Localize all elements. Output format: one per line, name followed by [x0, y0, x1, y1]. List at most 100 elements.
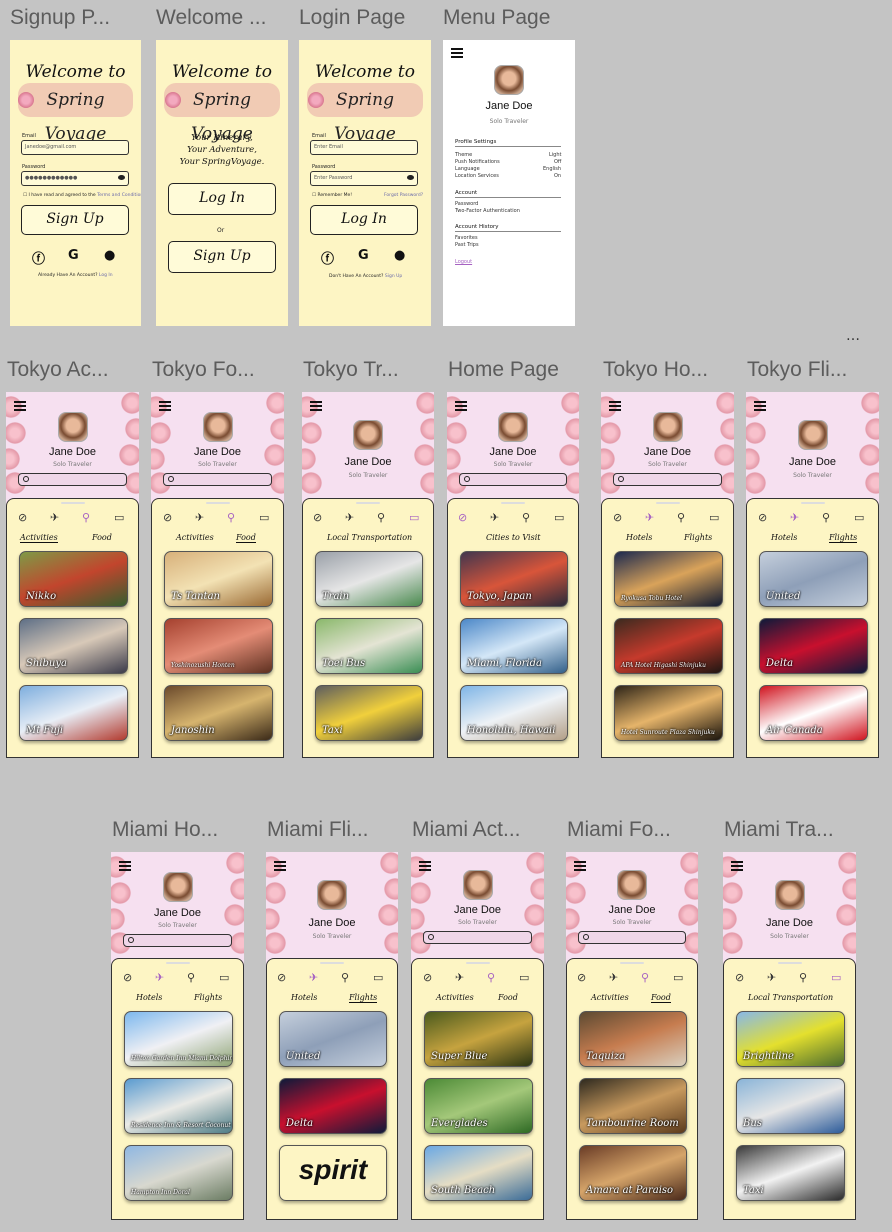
plane-icon[interactable]: ✈ [195, 511, 205, 524]
hamburger-icon[interactable] [419, 861, 431, 873]
past-trips-item[interactable]: Past Trips [455, 242, 479, 248]
bus-icon[interactable]: ▭ [114, 511, 125, 524]
plane-icon[interactable]: ✈ [345, 511, 355, 524]
tab-local-transportation[interactable]: Local Transportation [327, 533, 413, 542]
bus-icon[interactable]: ▭ [219, 971, 230, 984]
search-input[interactable] [423, 931, 532, 944]
tab-hotels[interactable]: Hotels [771, 533, 798, 542]
hamburger-icon[interactable] [609, 401, 621, 413]
destination-card[interactable]: Nikko [19, 551, 128, 607]
location-pin-icon[interactable]: ⚲ [377, 511, 386, 524]
signup-button[interactable]: Sign Up [168, 241, 276, 273]
forgot-password-text[interactable]: Forgot Password? [384, 193, 424, 198]
bus-icon[interactable]: ▭ [673, 971, 684, 984]
compass-icon[interactable]: ⊘ [163, 511, 173, 524]
tab-activities[interactable]: Activities [436, 993, 474, 1002]
login-button[interactable]: Log In [310, 205, 418, 235]
compass-icon[interactable]: ⊘ [577, 971, 587, 984]
drag-handle[interactable] [465, 962, 490, 964]
bus-icon[interactable]: ▭ [854, 511, 865, 524]
tab-hotels[interactable]: Hotels [626, 533, 653, 542]
compass-icon[interactable]: ⊘ [123, 971, 133, 984]
favorites-item[interactable]: Favorites [455, 235, 478, 241]
destination-card[interactable]: Taxi [736, 1145, 845, 1201]
tab-activities[interactable]: Activities [20, 533, 58, 543]
search-input[interactable] [459, 473, 567, 486]
hamburger-icon[interactable] [14, 401, 26, 413]
location-pin-icon[interactable]: ⚲ [799, 971, 808, 984]
compass-icon[interactable]: ⊘ [458, 511, 468, 524]
destination-card[interactable]: South Beach [424, 1145, 533, 1201]
destination-card[interactable]: Taquiza [579, 1011, 687, 1067]
google-icon[interactable]: G [358, 248, 369, 263]
terms-link[interactable]: Terms and Conditions [97, 193, 141, 198]
destination-card[interactable]: Hilton Garden Inn Miami Dolphin Mall [124, 1011, 233, 1067]
destination-card[interactable]: Janoshin [164, 685, 273, 741]
hamburger-icon[interactable] [310, 401, 322, 413]
push-label[interactable]: Push Notifications [455, 159, 500, 165]
compass-icon[interactable]: ⊘ [18, 511, 28, 524]
tab-food[interactable]: Food [236, 533, 256, 543]
hamburger-icon[interactable] [754, 401, 766, 413]
compass-icon[interactable]: ⊘ [277, 971, 287, 984]
location-label[interactable]: Location Services [455, 173, 499, 179]
bus-icon[interactable]: ▭ [259, 511, 270, 524]
destination-card[interactable]: Delta [279, 1078, 387, 1134]
destination-card[interactable]: Shibuya [19, 618, 128, 674]
two-factor-item[interactable]: Two-Factor Authentication [455, 208, 520, 214]
tab-cities[interactable]: Cities to Visit [486, 533, 541, 542]
location-pin-icon[interactable]: ⚲ [522, 511, 531, 524]
destination-card[interactable]: United [279, 1011, 387, 1067]
compass-icon[interactable]: ⊘ [423, 971, 433, 984]
hamburger-icon[interactable] [274, 861, 286, 873]
destination-card[interactable]: Tokyo, Japan [460, 551, 568, 607]
tab-flights[interactable]: Flights [829, 533, 858, 543]
search-input[interactable] [578, 931, 686, 944]
tab-hotels[interactable]: Hotels [291, 993, 318, 1002]
google-icon[interactable]: G [68, 248, 79, 263]
email-field[interactable]: Enter Email [310, 140, 418, 155]
more-options-icon[interactable]: … [846, 328, 862, 344]
destination-card[interactable]: Brightline [736, 1011, 845, 1067]
tab-activities[interactable]: Activities [176, 533, 214, 542]
drag-handle[interactable] [620, 962, 644, 964]
plane-icon[interactable]: ✈ [645, 511, 655, 524]
plane-icon[interactable]: ✈ [490, 511, 500, 524]
compass-icon[interactable]: ⊘ [735, 971, 745, 984]
tab-food[interactable]: Food [651, 993, 671, 1003]
plane-icon[interactable]: ✈ [455, 971, 465, 984]
bus-icon[interactable]: ▭ [373, 971, 384, 984]
signup-button[interactable]: Sign Up [21, 205, 129, 235]
destination-card[interactable]: Super Blue [424, 1011, 533, 1067]
search-input[interactable] [123, 934, 232, 947]
drag-handle[interactable] [501, 502, 525, 504]
terms-row[interactable]: ☐ I have read and agreed to the Terms an… [23, 193, 141, 198]
plane-icon[interactable]: ✈ [609, 971, 619, 984]
destination-card[interactable]: Honolulu, Hawaii [460, 685, 568, 741]
destination-card[interactable]: Toei Bus [315, 618, 423, 674]
password-item[interactable]: Password [455, 201, 479, 207]
bus-icon[interactable]: ▭ [554, 511, 565, 524]
destination-card[interactable]: Bus [736, 1078, 845, 1134]
tab-activities[interactable]: Activities [591, 993, 629, 1002]
location-pin-icon[interactable]: ⚲ [822, 511, 831, 524]
password-field[interactable]: Enter Password [310, 171, 418, 186]
destination-card[interactable]: Hotel Sunroute Plaza Shinjuku [614, 685, 723, 741]
compass-icon[interactable]: ⊘ [758, 511, 768, 524]
drag-handle[interactable] [777, 962, 802, 964]
drag-handle[interactable] [205, 502, 230, 504]
location-pin-icon[interactable]: ⚲ [187, 971, 196, 984]
tab-flights[interactable]: Flights [194, 993, 223, 1002]
destination-card[interactable]: Air Canada [759, 685, 868, 741]
drag-handle[interactable] [800, 502, 825, 504]
drag-handle[interactable] [165, 962, 190, 964]
location-pin-icon[interactable]: ⚲ [82, 511, 91, 524]
bus-icon[interactable]: ▭ [709, 511, 720, 524]
bus-icon[interactable]: ▭ [831, 971, 842, 984]
destination-card[interactable]: Delta [759, 618, 868, 674]
hamburger-icon[interactable] [574, 861, 586, 873]
destination-card[interactable]: APA Hotel Higashi Shinjuku [614, 618, 723, 674]
drag-handle[interactable] [320, 962, 344, 964]
apple-icon[interactable]: ● [394, 248, 406, 263]
forgot-password-link[interactable]: Forgot Password? [384, 193, 423, 198]
